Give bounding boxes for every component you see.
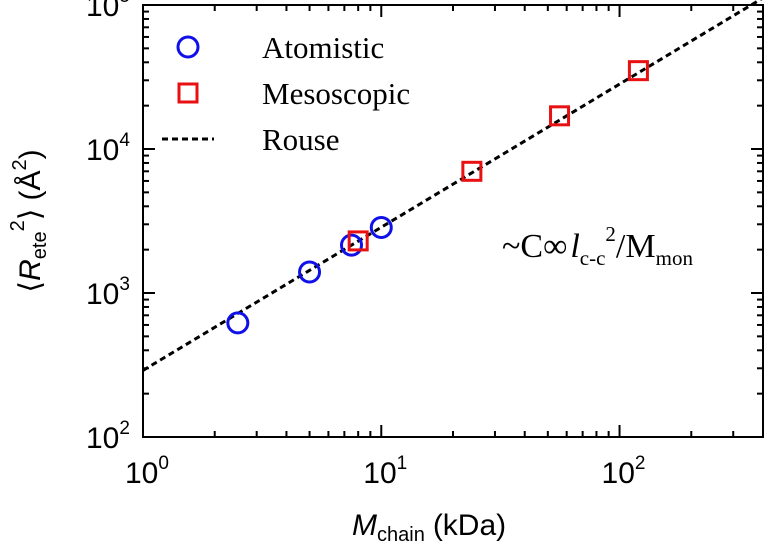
legend-label: Atomistic — [262, 30, 384, 65]
x-axis-label: Mchain (kDa) — [352, 509, 506, 546]
x-tick-label: 102 — [602, 453, 646, 490]
atomistic-point — [340, 233, 364, 257]
rouse-scaling-annotation: ~C∞lc-c2/Mmon — [502, 222, 693, 270]
y-tick-label: 103 — [86, 274, 130, 311]
y-axis-label: ⟨Rete2⟩(Å2) — [7, 149, 51, 292]
y-tick-label: 104 — [86, 130, 130, 167]
mesoscopic-point — [549, 105, 571, 127]
y-tick-label: 102 — [86, 418, 130, 455]
x-tick-label: 100 — [125, 453, 169, 490]
legend: Atomistic Mesoscopic Rouse — [162, 30, 410, 157]
legend-label: Mesoscopic — [262, 76, 410, 111]
legend-label: Rouse — [262, 122, 340, 157]
series-layer — [142, 0, 763, 372]
x-tick-labels: 100 101 102 — [125, 453, 645, 490]
rouse-fit-line — [142, 0, 763, 372]
y-tick-labels: 102 103 104 105 — [86, 0, 130, 455]
atomistic-point — [369, 216, 393, 240]
mesoscopic-point — [347, 230, 369, 252]
mesoscopic-point — [627, 60, 649, 82]
atomistic-point — [298, 260, 322, 284]
x-tick-label: 101 — [363, 453, 407, 490]
tick-marks — [142, 4, 764, 438]
y-tick-label: 105 — [86, 0, 130, 23]
legend-marker-mesoscopic — [177, 82, 199, 104]
mesoscopic-point — [461, 160, 483, 182]
atomistic-point — [226, 311, 250, 335]
plot-area — [142, 4, 764, 438]
legend-marker-atomistic — [176, 35, 200, 59]
